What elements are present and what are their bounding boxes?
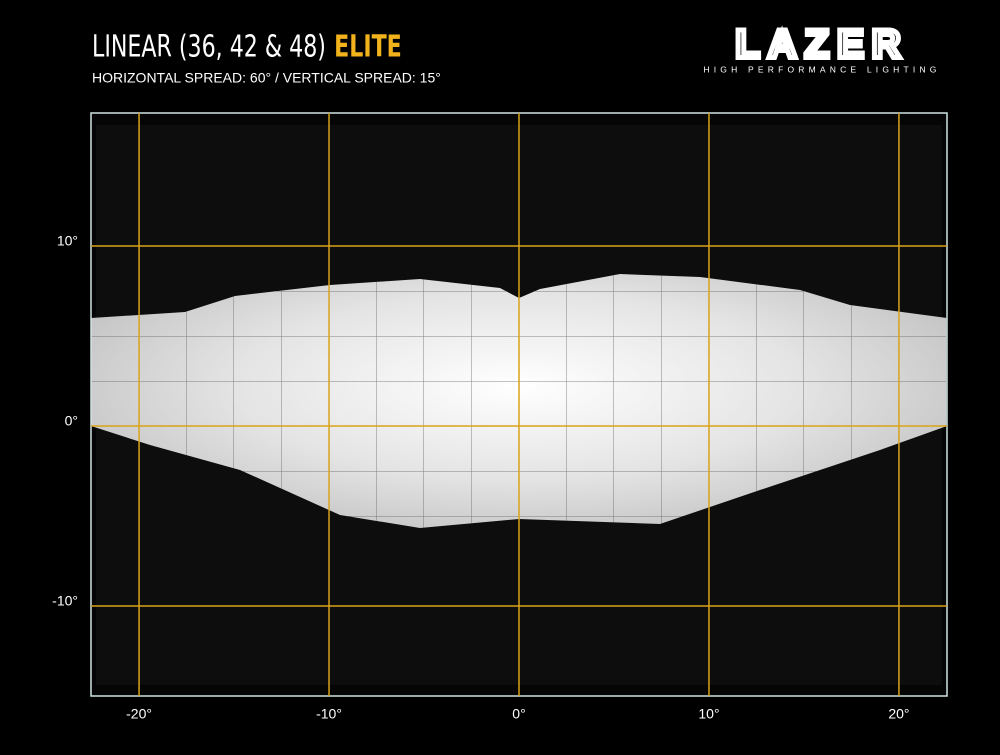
title: LINEAR (36, 42 & 48) ELITE — [92, 30, 402, 64]
brand-tagline: HIGH PERFORMANCE LIGHTING — [703, 64, 940, 74]
y-tick-label: 10° — [57, 233, 78, 249]
x-tick-label: 20° — [888, 706, 909, 722]
subtitle: HORIZONTAL SPREAD: 60° / VERTICAL SPREAD… — [92, 70, 441, 86]
y-tick-label: -10° — [52, 593, 78, 609]
title-main: LINEAR (36, 42 & 48) — [92, 30, 326, 64]
title-highlight: ELITE — [334, 30, 402, 64]
brand-name: LAZER — [735, 23, 908, 67]
x-tick-label: 0° — [512, 706, 525, 722]
x-tick-label: -10° — [316, 706, 342, 722]
labels: -20° -10° 0° 10° 20° -10° 0° 10° — [52, 233, 909, 722]
x-tick-label: 10° — [698, 706, 719, 722]
x-tick-label: -20° — [126, 706, 152, 722]
grid — [91, 113, 947, 696]
y-tick-label: 0° — [65, 413, 78, 429]
